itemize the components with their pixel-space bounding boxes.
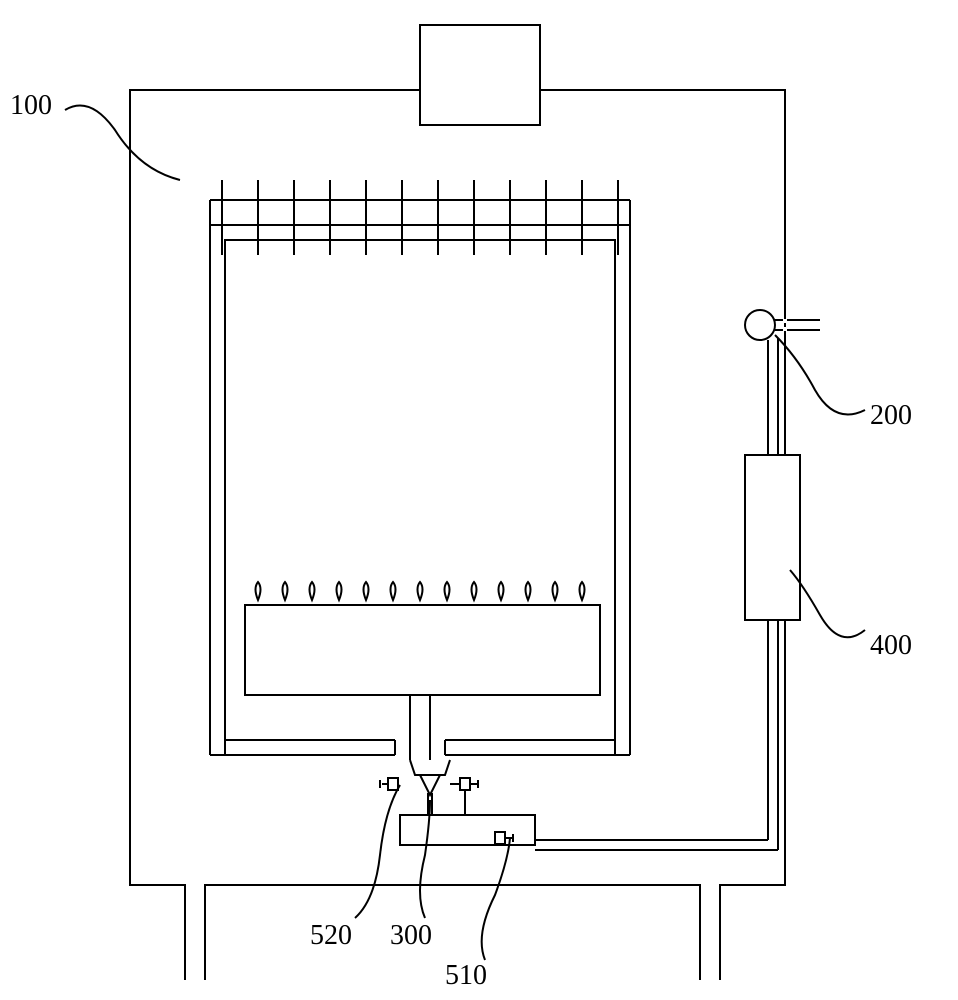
label-510: 510	[445, 960, 487, 992]
inner-chamber	[210, 225, 630, 755]
label-100: 100	[10, 90, 52, 122]
diagram-svg	[0, 0, 958, 1000]
top-box	[420, 25, 540, 125]
flames	[256, 582, 585, 600]
label-400: 400	[870, 630, 912, 662]
valve-icon	[450, 778, 478, 790]
valve-icon	[380, 778, 398, 790]
schematic-diagram: 100 200 400 520 300 510	[0, 0, 958, 1000]
label-200: 200	[870, 400, 912, 432]
label-520: 520	[310, 920, 352, 952]
component-box	[745, 455, 800, 620]
burner-tray	[245, 605, 600, 695]
temperature-sensor	[745, 310, 820, 340]
label-300: 300	[390, 920, 432, 952]
heat-exchanger	[210, 180, 630, 255]
gas-assembly	[380, 760, 535, 845]
connecting-pipe	[535, 338, 778, 850]
outer-housing	[130, 90, 785, 885]
